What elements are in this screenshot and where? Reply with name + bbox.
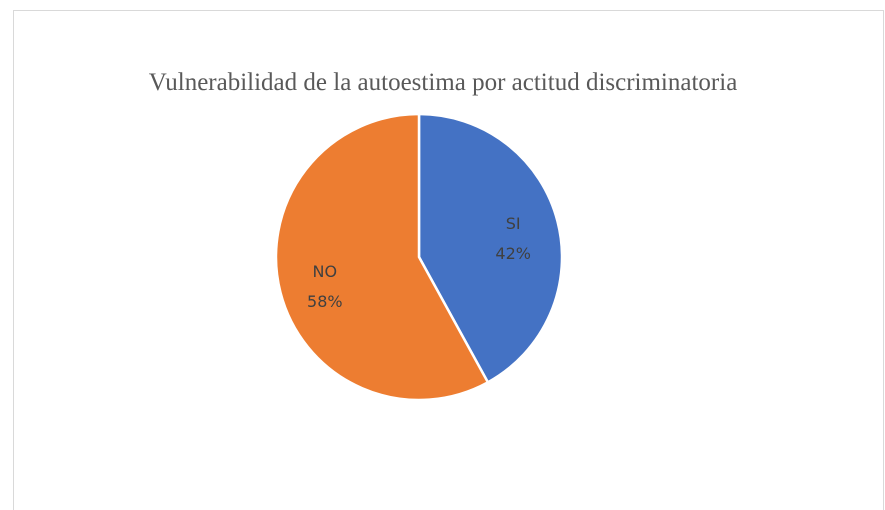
- pie-slice: [274, 112, 490, 402]
- slice-value-label: 42%: [495, 244, 531, 263]
- chart-title: Vulnerabilidad de la autoestima por acti…: [149, 69, 738, 96]
- slice-category-label: SI: [506, 214, 521, 233]
- pie-slice: [417, 112, 564, 385]
- slice-category-label: NO: [313, 262, 338, 281]
- slice-value-label: 58%: [307, 292, 343, 311]
